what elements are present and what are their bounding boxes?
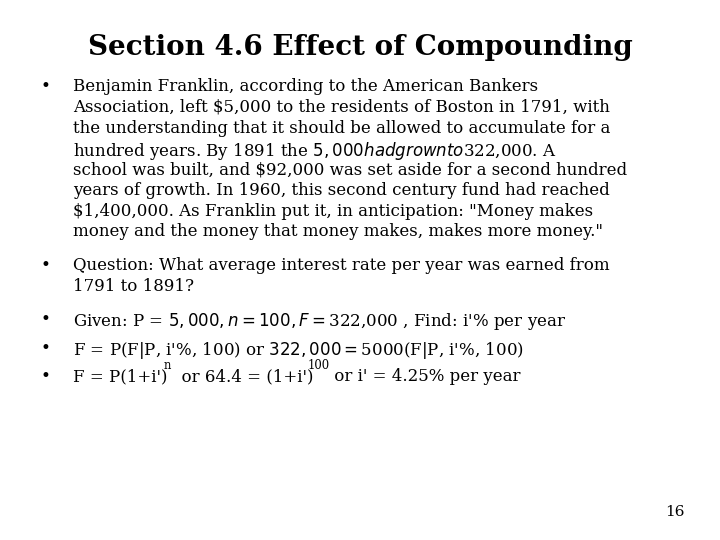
Text: Association, left $5,000 to the residents of Boston in 1791, with: Association, left $5,000 to the resident… xyxy=(73,99,610,116)
Text: F = P(F|P, i'%, 100) or $322,000 = $5000(F|P, i'%, 100): F = P(F|P, i'%, 100) or $322,000 = $5000… xyxy=(73,340,524,361)
Text: •: • xyxy=(40,312,50,328)
Text: F = P(1+i'): F = P(1+i') xyxy=(73,368,168,386)
Text: 16: 16 xyxy=(665,505,685,519)
Text: Benjamin Franklin, according to the American Bankers: Benjamin Franklin, according to the Amer… xyxy=(73,78,539,95)
Text: or i' = 4.25% per year: or i' = 4.25% per year xyxy=(329,368,521,386)
Text: $1,400,000. As Franklin put it, in anticipation: "Money makes: $1,400,000. As Franklin put it, in antic… xyxy=(73,202,593,220)
Text: Section 4.6 Effect of Compounding: Section 4.6 Effect of Compounding xyxy=(88,34,632,61)
Text: the understanding that it should be allowed to accumulate for a: the understanding that it should be allo… xyxy=(73,120,611,137)
Text: •: • xyxy=(40,368,50,386)
Text: hundred years. By 1891 the $5,000 had grown to $322,000. A: hundred years. By 1891 the $5,000 had gr… xyxy=(73,140,557,163)
Text: 1791 to 1891?: 1791 to 1891? xyxy=(73,278,194,295)
Text: n: n xyxy=(164,359,171,372)
Text: 100: 100 xyxy=(307,359,330,372)
Text: school was built, and $92,000 was set aside for a second hundred: school was built, and $92,000 was set as… xyxy=(73,161,627,178)
Text: •: • xyxy=(40,257,50,274)
Text: Question: What average interest rate per year was earned from: Question: What average interest rate per… xyxy=(73,257,610,274)
Text: money and the money that money makes, makes more money.": money and the money that money makes, ma… xyxy=(73,224,603,240)
Text: or 64.4 = (1+i'): or 64.4 = (1+i') xyxy=(171,368,313,386)
Text: •: • xyxy=(40,340,50,357)
Text: years of growth. In 1960, this second century fund had reached: years of growth. In 1960, this second ce… xyxy=(73,182,610,199)
Text: •: • xyxy=(40,78,50,95)
Text: Given: P = $5,000, n = 100, F = $322,000 , Find: i'% per year: Given: P = $5,000, n = 100, F = $322,000… xyxy=(73,312,566,333)
